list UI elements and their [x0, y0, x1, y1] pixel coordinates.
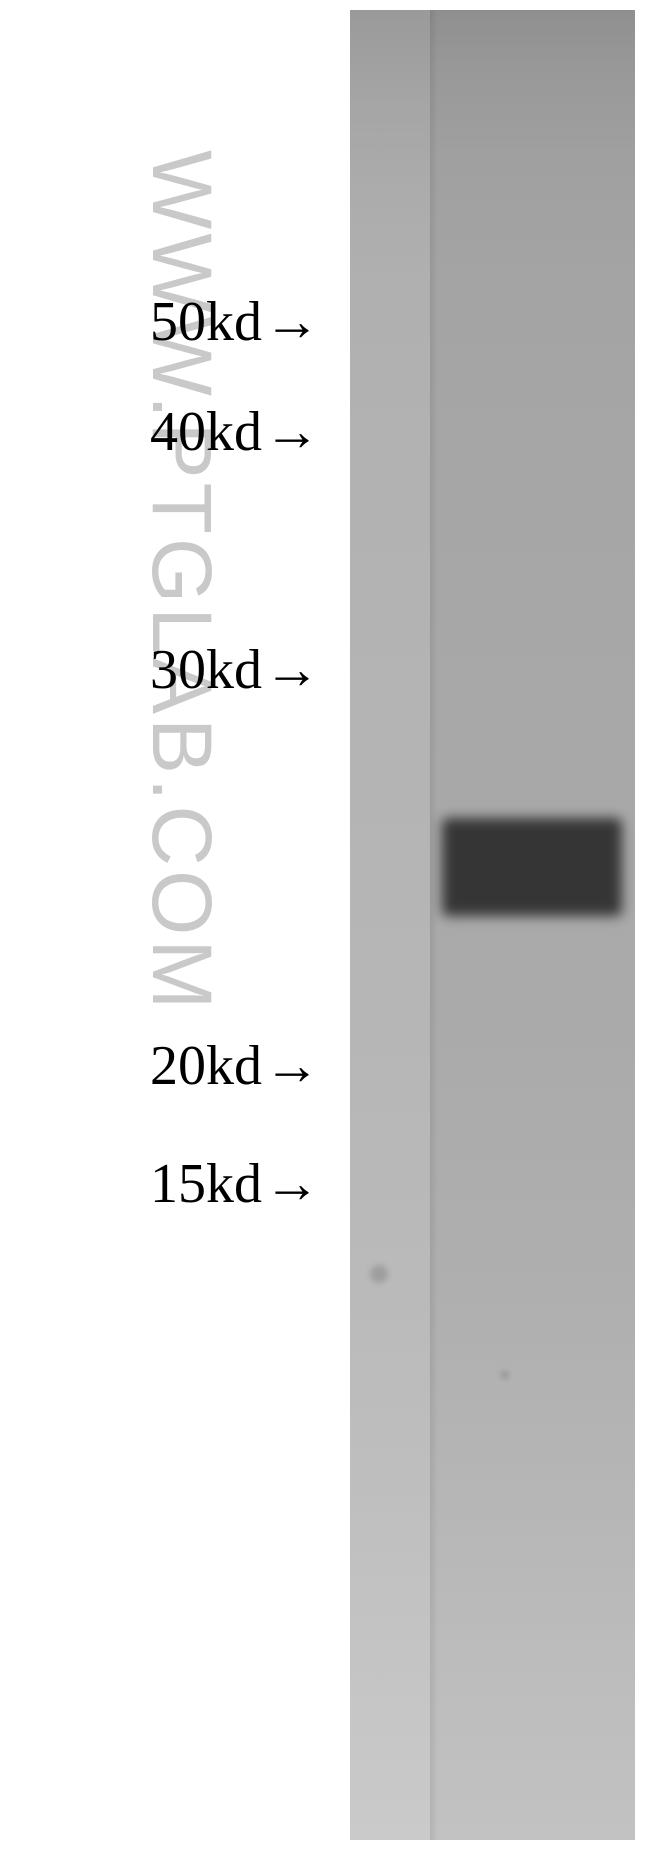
marker-40kd: 40kd→ [20, 400, 320, 464]
faint-artifact-1 [370, 1265, 388, 1283]
protein-band-main [442, 818, 622, 916]
arrow-right-icon: → [264, 290, 320, 354]
arrow-right-icon: → [264, 1152, 320, 1216]
arrow-right-icon: → [264, 638, 320, 702]
watermark-text: WWW.PTGLAB.COM [133, 150, 230, 1013]
faint-artifact-2 [500, 1370, 510, 1380]
marker-50kd: 50kd→ [20, 290, 320, 354]
marker-label-text: 40kd [150, 400, 262, 464]
marker-label-text: 20kd [150, 1034, 262, 1098]
western-blot-image: WWW.PTGLAB.COM 50kd→40kd→30kd→20kd→15kd→ [0, 0, 650, 1855]
watermark-label: WWW.PTGLAB.COM [135, 150, 229, 1013]
blot-lane-right [430, 10, 635, 1840]
arrow-right-icon: → [264, 400, 320, 464]
marker-label-text: 50kd [150, 290, 262, 354]
marker-20kd: 20kd→ [20, 1034, 320, 1098]
marker-30kd: 30kd→ [20, 638, 320, 702]
marker-label-text: 15kd [150, 1152, 262, 1216]
marker-15kd: 15kd→ [20, 1152, 320, 1216]
arrow-right-icon: → [264, 1034, 320, 1098]
blot-lane-left [350, 10, 430, 1840]
marker-label-text: 30kd [150, 638, 262, 702]
